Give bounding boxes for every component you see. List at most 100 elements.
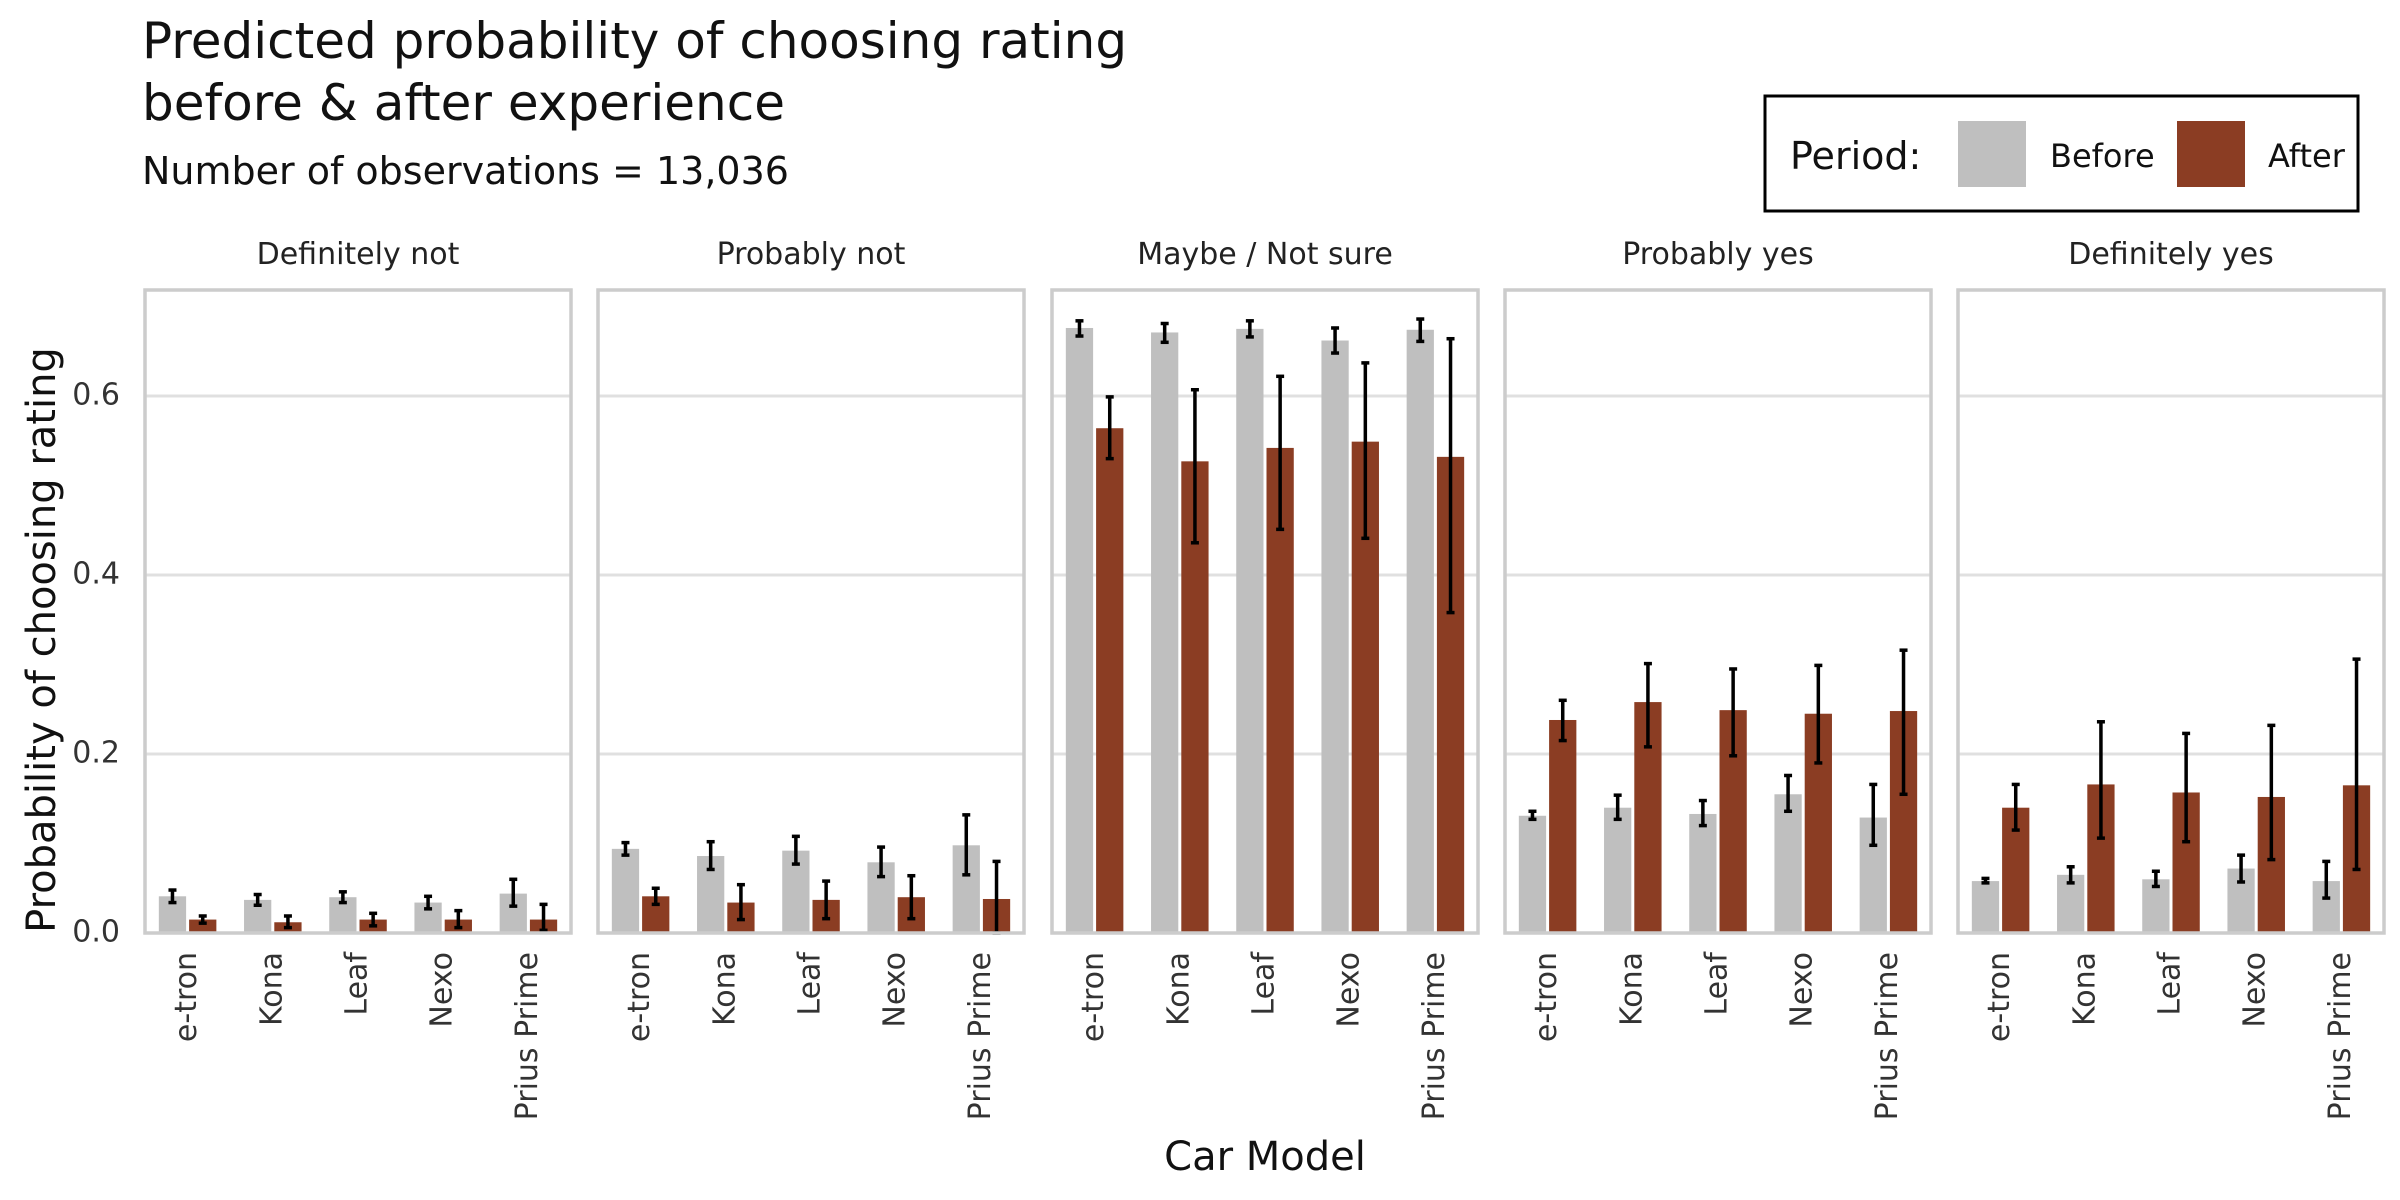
x-tick-label: Kona (1614, 952, 1649, 1026)
error-bar (822, 879, 831, 921)
error-bar (736, 882, 745, 922)
facet-label: Maybe / Not sure (1137, 237, 1393, 272)
x-tick-label: Kona (254, 952, 289, 1026)
legend: Period: Before After (1763, 94, 2360, 213)
x-tick-label: Prius Prime (1870, 952, 1905, 1120)
facet-panel: Probably not e-tron Kona Leaf Nexo Prius Prim… (596, 237, 1026, 1120)
y-axis: 0.0 0.2 0.4 0.6 (72, 378, 120, 950)
error-bar (907, 873, 916, 921)
error-bar (1528, 809, 1537, 822)
facet-label: Definitely yes (2068, 237, 2274, 272)
error-bar (369, 911, 378, 928)
error-bar (2011, 782, 2020, 832)
error-bar (1981, 876, 1990, 885)
error-bar (2182, 731, 2191, 844)
x-tick-label: e-tron (1529, 952, 1564, 1042)
bar-before (1236, 328, 1264, 933)
facet-label: Definitely not (257, 237, 460, 272)
error-bar (1643, 661, 1652, 749)
bar-before (1321, 340, 1349, 933)
bar-before (1971, 881, 2000, 933)
y-tick-label: 0.6 (72, 378, 120, 413)
legend-box (1763, 94, 2360, 213)
x-tick-label: Nexo (1785, 952, 1820, 1028)
error-bar (1075, 319, 1084, 338)
error-bar (1416, 317, 1425, 344)
error-bar (198, 914, 207, 925)
facet-panel: Probably yes e-tron Kona Leaf Nexo Prius Prim… (1503, 237, 1933, 1120)
x-tick-label: e-tron (622, 952, 657, 1042)
error-bar (621, 840, 630, 857)
error-bar (1245, 319, 1254, 339)
bar-before (1774, 794, 1802, 933)
error-bar (1814, 663, 1823, 765)
error-bar (168, 888, 177, 905)
chart-title-line-2: before & after experience (142, 74, 785, 132)
error-bar (509, 877, 518, 908)
error-bar (2237, 853, 2246, 884)
error-bar (338, 890, 347, 905)
error-bar (2151, 869, 2160, 889)
bar-before (1151, 332, 1179, 934)
bar-before (611, 848, 640, 933)
error-bar (877, 845, 886, 879)
x-tick-label: Nexo (425, 952, 460, 1028)
x-tick-label: e-tron (1076, 952, 1111, 1042)
x-tick-label: e-tron (169, 952, 204, 1042)
facet-panel: Definitely not e-tron Kona Leaf Nexo Prius Pr… (143, 237, 573, 1120)
error-bar (2267, 723, 2276, 862)
x-tick-label: Leaf (340, 951, 375, 1016)
y-tick-label: 0.4 (72, 557, 120, 592)
panel-border (1050, 288, 1480, 935)
error-bar (2096, 720, 2105, 840)
x-tick-label: Nexo (2238, 952, 2273, 1028)
panel-border (1503, 288, 1933, 935)
error-bar (651, 886, 660, 907)
y-axis-title: Probability of choosing rating (19, 347, 65, 933)
error-bar (539, 902, 548, 933)
error-bar (1558, 698, 1567, 743)
error-bar (2352, 657, 2361, 872)
bar-before (1065, 327, 1094, 934)
chart-title-line-1: Predicted probability of choosing rating (142, 12, 1127, 70)
error-bar (1276, 374, 1285, 532)
error-bar (454, 908, 463, 930)
error-bar (424, 894, 433, 911)
y-tick-label: 0.0 (72, 915, 120, 950)
x-tick-label: Kona (2067, 952, 2102, 1026)
legend-label-after: After (2268, 137, 2346, 175)
legend-swatch-after (2177, 121, 2245, 187)
error-bar (706, 839, 715, 872)
panel-border (596, 288, 1026, 935)
error-bar (1361, 361, 1370, 541)
error-bar (1160, 321, 1169, 345)
legend-swatch-before (1958, 121, 2026, 187)
x-tick-label: e-tron (1982, 952, 2017, 1042)
error-bar (1446, 336, 1455, 615)
chart-subtitle: Number of observations = 13,036 (142, 149, 789, 193)
facet-panel: Definitely yes e-tron Kona Leaf Nexo Prius Pr… (1956, 237, 2386, 1120)
x-tick-label: Prius Prime (1417, 952, 1452, 1120)
x-tick-label: Leaf (1247, 951, 1282, 1016)
bar-before (2142, 879, 2170, 933)
facet-panel: Maybe / Not sure e-tron Kona Leaf Nexo Prius … (1050, 237, 1480, 1120)
error-bar (962, 813, 971, 877)
error-bar (1331, 326, 1340, 355)
facet-label: Probably yes (1622, 237, 1814, 272)
legend-label-before: Before (2050, 137, 2155, 175)
facet-label: Probably not (717, 237, 906, 272)
bar-before (1689, 813, 1717, 933)
error-bar (1784, 773, 1793, 814)
x-tick-label: Leaf (793, 951, 828, 1016)
bar-before (1604, 807, 1632, 933)
error-bar (1698, 798, 1707, 828)
x-tick-label: Prius Prime (2323, 952, 2358, 1120)
error-bar (1899, 648, 1908, 797)
error-bar (253, 892, 262, 908)
error-bar (1613, 793, 1622, 822)
y-tick-label: 0.2 (72, 736, 120, 771)
x-tick-label: Kona (707, 952, 742, 1026)
error-bar (1190, 387, 1199, 545)
error-bar (283, 914, 292, 930)
